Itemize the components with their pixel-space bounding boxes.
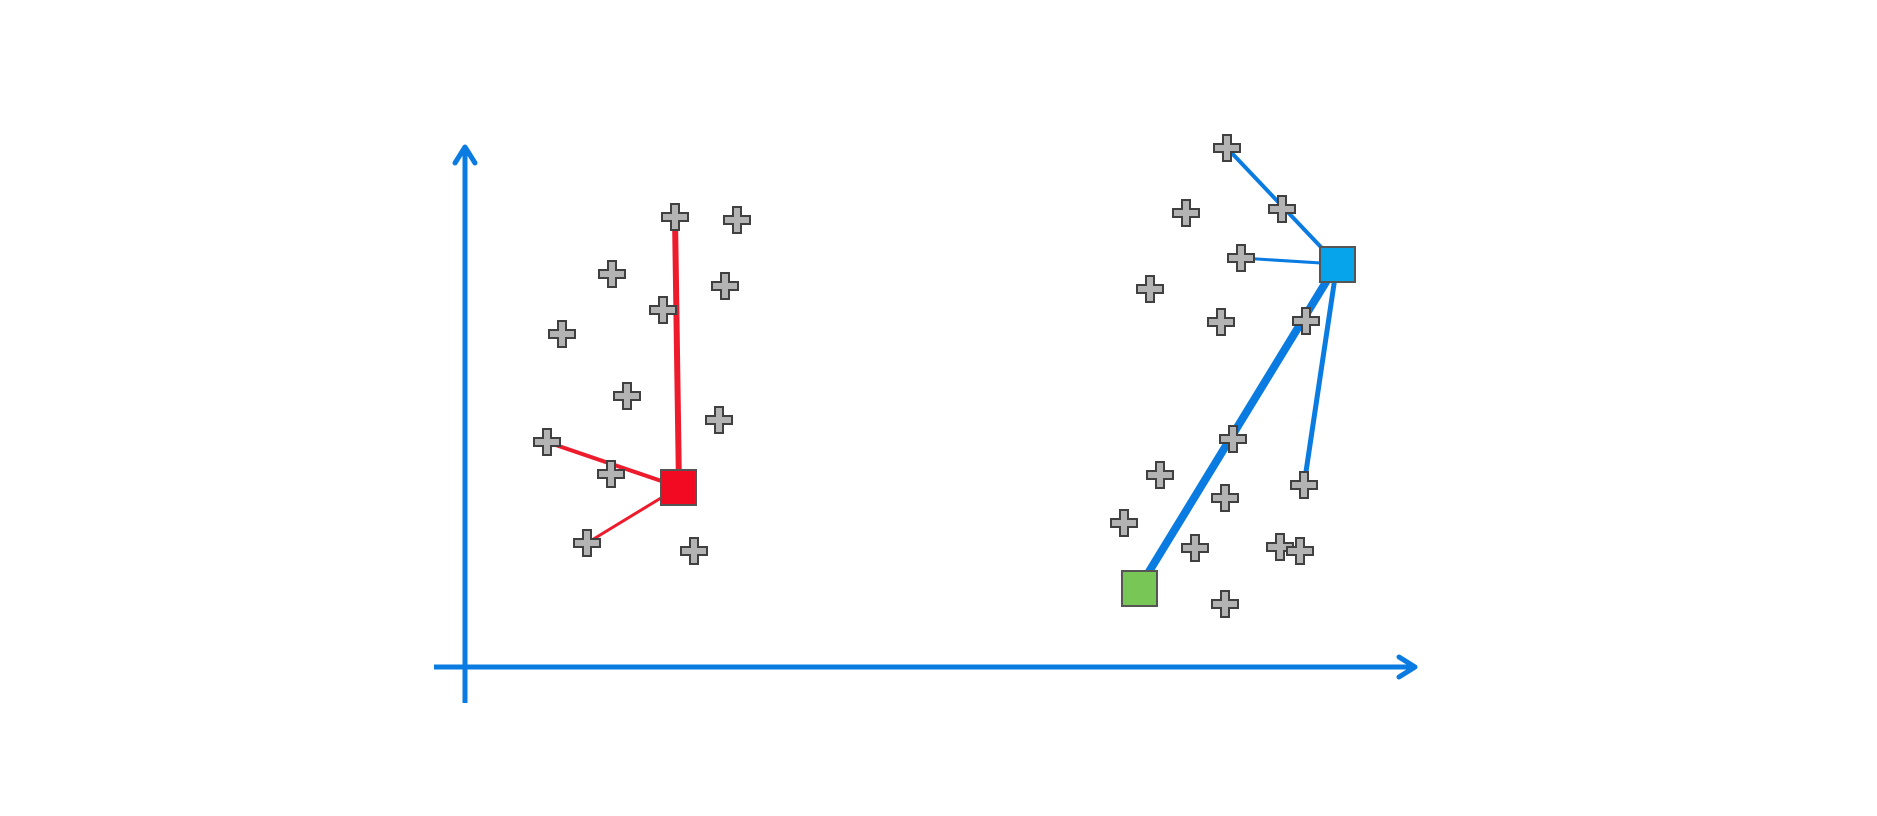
link-line (672, 214, 682, 490)
red-centroid-square-icon (660, 469, 697, 506)
cross-icon (1211, 484, 1239, 512)
cross-icon (598, 260, 626, 288)
cross-icon (1286, 537, 1314, 565)
cross-icon (705, 406, 733, 434)
cross-icon (597, 460, 625, 488)
cross-icon (1268, 195, 1296, 223)
cross-icon (661, 203, 689, 231)
cross-icon (723, 206, 751, 234)
y-axis-arrowhead (452, 144, 478, 166)
cross-icon (548, 320, 576, 348)
cross-icon (680, 537, 708, 565)
cross-icon (1266, 533, 1294, 561)
cross-icon (1290, 471, 1318, 499)
cross-icon (1219, 425, 1247, 453)
centroids (660, 246, 1356, 607)
cross-icon (1213, 134, 1241, 162)
cross-icon (573, 529, 601, 557)
cross-icon (1207, 308, 1235, 336)
cross-icon (533, 428, 561, 456)
cross-icon (1110, 509, 1138, 537)
cross-icon (711, 272, 739, 300)
cross-icon (1211, 590, 1239, 618)
cross-icon (1136, 275, 1164, 303)
cross-icon (649, 296, 677, 324)
data-points (533, 134, 1320, 618)
blue-centroid-square-icon (1319, 246, 1356, 283)
x-axis-arrowhead (1396, 654, 1418, 680)
cross-icon (613, 382, 641, 410)
cross-icon (1181, 534, 1209, 562)
green-centroid-square-icon (1121, 570, 1158, 607)
cross-icon (1172, 199, 1200, 227)
cross-icon (1292, 307, 1320, 335)
axes (434, 144, 1418, 703)
cross-icon (1146, 461, 1174, 489)
link-line (1301, 261, 1340, 488)
cross-icon (1227, 244, 1255, 272)
